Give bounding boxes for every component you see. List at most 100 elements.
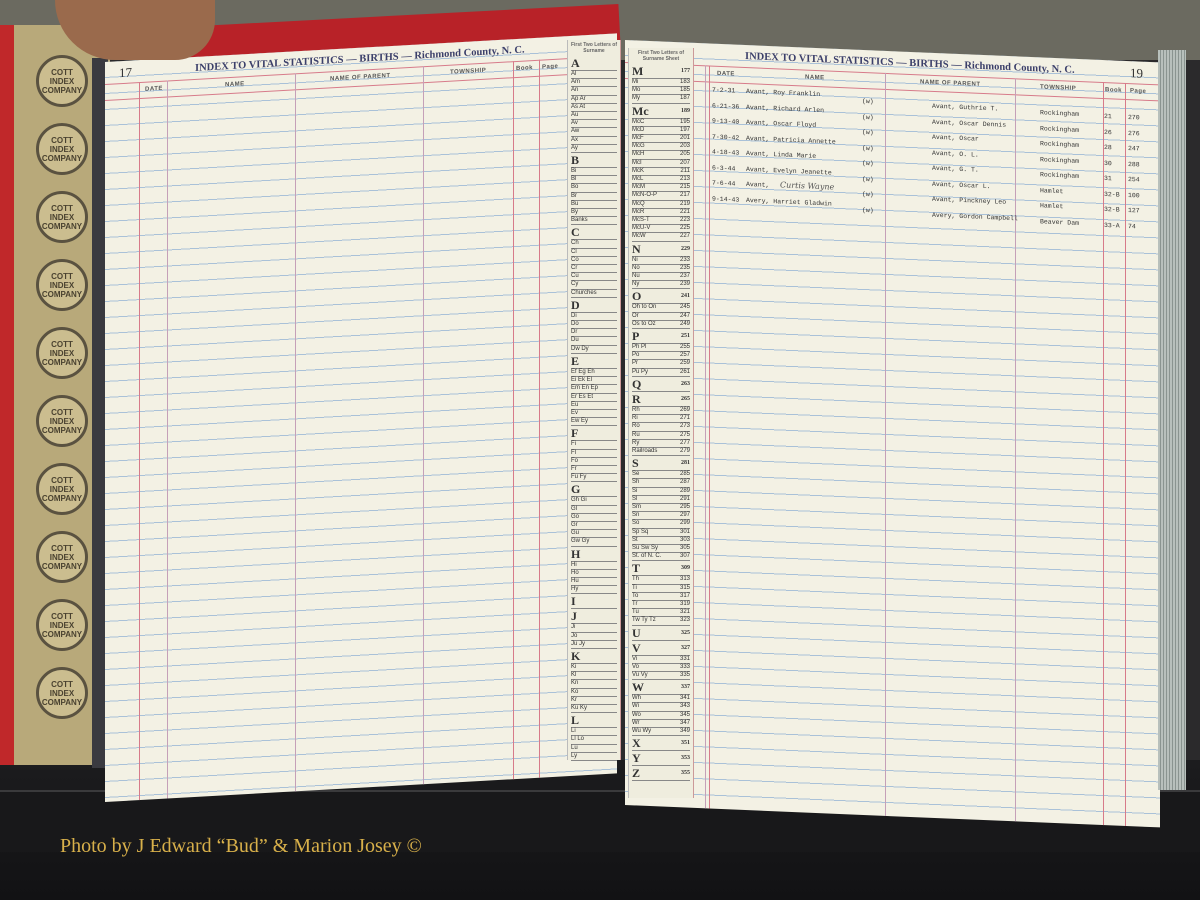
tab-letter[interactable]: My 187 bbox=[632, 95, 690, 104]
tab-letter[interactable]: St. of N. C. 307 bbox=[632, 553, 690, 562]
tab-letter[interactable]: G bbox=[571, 482, 617, 498]
tab-letter[interactable]: Au bbox=[571, 112, 617, 121]
tab-letter[interactable]: Jo bbox=[571, 633, 617, 641]
tab-letter[interactable]: An bbox=[571, 87, 617, 96]
tab-letter[interactable]: No 235 bbox=[632, 265, 690, 274]
tab-letter[interactable]: N 229 bbox=[632, 242, 690, 257]
tab-letter[interactable]: A bbox=[571, 56, 617, 71]
tab-letter[interactable]: So 299 bbox=[632, 520, 690, 529]
tab-letter[interactable]: Ly bbox=[571, 753, 617, 761]
tab-letter[interactable]: By bbox=[571, 209, 617, 218]
tab-letter[interactable]: Gw Gy bbox=[571, 538, 617, 547]
tab-letter[interactable]: McU-V 225 bbox=[632, 225, 690, 234]
tab-letter[interactable]: McF 201 bbox=[632, 135, 690, 144]
tab-letter[interactable]: Th 313 bbox=[632, 576, 690, 585]
tab-letter[interactable]: H bbox=[571, 547, 617, 562]
tab-letter[interactable]: Bu bbox=[571, 201, 617, 210]
tab-letter[interactable]: Tu 321 bbox=[632, 609, 690, 618]
tab-letter[interactable]: Oh to On 245 bbox=[632, 304, 690, 313]
tab-letter[interactable]: Gr bbox=[571, 522, 617, 531]
tab-letter[interactable]: Nu 237 bbox=[632, 273, 690, 282]
tab-letter[interactable]: Ku Ky bbox=[571, 705, 617, 714]
tab-letter[interactable]: Wh 341 bbox=[632, 695, 690, 704]
tab-letter[interactable]: Tw Ty Tz 323 bbox=[632, 617, 690, 626]
tab-letter[interactable]: Q 263 bbox=[632, 377, 690, 392]
tab-letter[interactable]: Hy bbox=[571, 586, 617, 595]
tab-letter[interactable]: Se 285 bbox=[632, 471, 690, 480]
tab-letter[interactable]: Kl bbox=[571, 672, 617, 681]
left-index-tab[interactable]: First Two Letters of Surname A Al Am An Ap A… bbox=[567, 40, 621, 761]
tab-letter[interactable]: Br bbox=[571, 193, 617, 201]
tab-letter[interactable]: Fr bbox=[571, 466, 617, 475]
tab-letter[interactable]: Ch bbox=[571, 240, 617, 249]
tab-letter[interactable]: Mo 185 bbox=[632, 87, 690, 96]
tab-letter[interactable]: Z 355 bbox=[632, 766, 690, 782]
tab-letter[interactable]: R 265 bbox=[632, 392, 690, 407]
tab-letter[interactable]: Sh 287 bbox=[632, 479, 690, 488]
tab-letter[interactable]: Wi 343 bbox=[632, 703, 690, 712]
tab-letter[interactable]: Gu bbox=[571, 530, 617, 539]
tab-letter[interactable]: S 281 bbox=[632, 456, 690, 472]
tab-letter[interactable]: T 309 bbox=[632, 561, 690, 577]
tab-letter[interactable]: Ni 233 bbox=[632, 257, 690, 265]
tab-letter[interactable]: McQ 219 bbox=[632, 201, 690, 209]
tab-letter[interactable]: Ei Ek El bbox=[571, 377, 617, 386]
tab-letter[interactable]: X 351 bbox=[632, 736, 690, 752]
tab-letter[interactable]: V 327 bbox=[632, 641, 690, 656]
tab-letter[interactable]: P 251 bbox=[632, 329, 690, 345]
tab-letter[interactable]: Po 257 bbox=[632, 352, 690, 361]
tab-letter[interactable]: Lu bbox=[571, 745, 617, 753]
tab-letter[interactable]: Fo bbox=[571, 458, 617, 466]
tab-letter[interactable]: To 317 bbox=[632, 593, 690, 601]
tab-letter[interactable]: Ru 275 bbox=[632, 432, 690, 440]
tab-letter[interactable]: Du bbox=[571, 337, 617, 346]
tab-letter[interactable]: Mc 189 bbox=[632, 104, 690, 119]
tab-letter[interactable]: Sm 295 bbox=[632, 504, 690, 513]
tab-letter[interactable]: Sn 297 bbox=[632, 512, 690, 521]
tab-letter[interactable]: Os to Oz 249 bbox=[632, 321, 690, 330]
tab-letter[interactable]: Go bbox=[571, 514, 617, 522]
tab-letter[interactable]: Cy bbox=[571, 281, 617, 290]
tab-letter[interactable]: Ap Ar bbox=[571, 96, 617, 104]
tab-letter[interactable]: Ko bbox=[571, 689, 617, 697]
tab-letter[interactable]: Vo 333 bbox=[632, 664, 690, 672]
tab-letter[interactable]: Hi bbox=[571, 562, 617, 570]
tab-letter[interactable]: As At bbox=[571, 104, 617, 113]
tab-letter[interactable]: B bbox=[571, 153, 617, 169]
tab-letter[interactable]: Mi 183 bbox=[632, 79, 690, 88]
tab-letter[interactable]: McS-T 223 bbox=[632, 217, 690, 226]
tab-letter[interactable]: Y 353 bbox=[632, 751, 690, 767]
tab-letter[interactable]: Ti 315 bbox=[632, 585, 690, 593]
tab-letter[interactable]: Wu Wy 349 bbox=[632, 728, 690, 737]
tab-letter[interactable]: McH 205 bbox=[632, 151, 690, 160]
tab-letter[interactable]: Ny 239 bbox=[632, 281, 690, 290]
tab-letter[interactable]: Wo 345 bbox=[632, 712, 690, 720]
tab-letter[interactable]: Railroads 279 bbox=[632, 448, 690, 457]
tab-letter[interactable]: Cl bbox=[571, 249, 617, 257]
tab-letter[interactable]: Am bbox=[571, 79, 617, 88]
tab-letter[interactable]: Hu bbox=[571, 578, 617, 587]
tab-letter[interactable]: K bbox=[571, 649, 617, 664]
tab-letter[interactable]: McK 211 bbox=[632, 168, 690, 177]
tab-letter[interactable]: Kn bbox=[571, 680, 617, 689]
tab-letter[interactable]: McM 215 bbox=[632, 184, 690, 193]
tab-letter[interactable]: Ho bbox=[571, 570, 617, 578]
tab-letter[interactable]: St 303 bbox=[632, 537, 690, 545]
tab-letter[interactable]: Gl bbox=[571, 506, 617, 514]
tab-letter[interactable]: Do bbox=[571, 321, 617, 330]
tab-letter[interactable]: Di bbox=[571, 313, 617, 322]
tab-letter[interactable]: Ri 271 bbox=[632, 415, 690, 424]
tab-letter[interactable]: Ef Eg Eh bbox=[571, 369, 617, 378]
tab-letter[interactable]: Av bbox=[571, 120, 617, 129]
tab-letter[interactable]: Pu Py 261 bbox=[632, 369, 690, 377]
tab-letter[interactable]: L bbox=[571, 713, 617, 729]
tab-letter[interactable]: McW 227 bbox=[632, 233, 690, 242]
tab-letter[interactable]: McL 213 bbox=[632, 176, 690, 185]
tab-letter[interactable]: Rh 269 bbox=[632, 407, 690, 416]
tab-letter[interactable]: McC 195 bbox=[632, 119, 690, 127]
tab-letter[interactable]: Em En Ep bbox=[571, 385, 617, 394]
tab-letter[interactable]: Wr 347 bbox=[632, 720, 690, 728]
tab-letter[interactable]: McR 221 bbox=[632, 209, 690, 218]
tab-letter[interactable]: Sp Sq 301 bbox=[632, 529, 690, 537]
tab-letter[interactable]: M 177 bbox=[632, 64, 690, 79]
